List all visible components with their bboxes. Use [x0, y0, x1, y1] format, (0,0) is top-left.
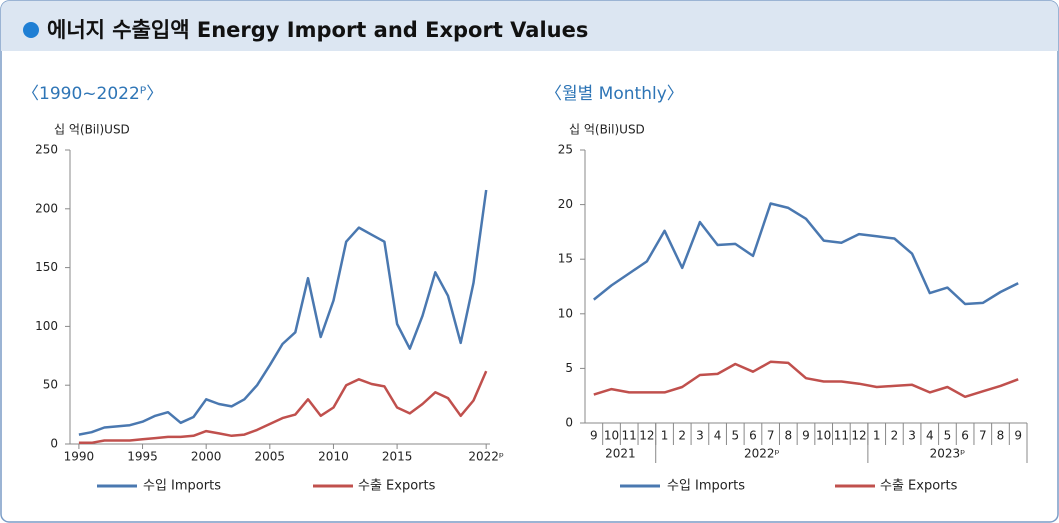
- legend-label: 수출 Exports: [880, 479, 958, 494]
- x-tick-label: 2022ᵖ: [468, 450, 504, 464]
- legend-label: 수출 Exports: [358, 479, 436, 494]
- x-tick-label: 9: [802, 429, 810, 443]
- legend-label: 수입 Imports: [667, 479, 745, 494]
- y-tick-label: 200: [35, 201, 58, 215]
- x-tick-label: 11: [622, 429, 637, 443]
- x-tick-label: 1990: [64, 450, 95, 464]
- x-tick-label: 5: [731, 429, 739, 443]
- x-tick-label: 6: [961, 429, 969, 443]
- x-tick-label: 12: [851, 429, 866, 443]
- y-tick-label: 20: [558, 197, 573, 211]
- x-tick-label: 1995: [127, 450, 158, 464]
- series-line: [78, 370, 488, 445]
- y-axis-label: 십 억(Bil)USD: [54, 123, 130, 137]
- x-tick-label: 11: [834, 429, 849, 443]
- x-tick-label: 4: [926, 429, 934, 443]
- header-band: [1, 1, 1058, 51]
- x-tick-label: 12: [639, 429, 654, 443]
- x-tick-label: 5: [944, 429, 952, 443]
- x-tick-label: 7: [767, 429, 775, 443]
- x-tick-label: 3: [908, 429, 916, 443]
- y-axis-label: 십 억(Bil)USD: [569, 123, 645, 137]
- x-tick-label: 2010: [318, 450, 349, 464]
- x-tick-label: 1: [873, 429, 881, 443]
- x-tick-label: 10: [816, 429, 831, 443]
- y-tick-label: 0: [565, 416, 573, 430]
- y-tick-label: 0: [50, 437, 58, 451]
- x-tick-label: 9: [590, 429, 598, 443]
- chart-subtitle: 〈1990~2022ᴾ〉: [22, 84, 163, 104]
- y-tick-label: 10: [558, 306, 573, 320]
- x-tick-label: 6: [749, 429, 757, 443]
- x-tick-label: 2: [678, 429, 686, 443]
- x-tick-label: 3: [696, 429, 704, 443]
- series-line: [593, 202, 1019, 306]
- chart-subtitle: 〈월별 Monthly〉: [545, 84, 684, 104]
- y-tick-label: 25: [558, 143, 573, 157]
- x-tick-label: 7: [979, 429, 987, 443]
- x-tick-label: 4: [714, 429, 722, 443]
- x-tick-label: 8: [997, 429, 1005, 443]
- x-tick-label: 1: [661, 429, 669, 443]
- x-tick-label: 10: [604, 429, 619, 443]
- x-tick-label: 2: [891, 429, 899, 443]
- bullet: [23, 22, 39, 38]
- x-tick-label: 2005: [255, 450, 286, 464]
- series-line: [78, 189, 488, 436]
- header-title: 에너지 수출입액 Energy Import and Export Values: [47, 18, 588, 42]
- y-tick-label: 15: [558, 252, 573, 266]
- x-tick-label: 2015: [382, 450, 413, 464]
- series-line: [593, 360, 1019, 399]
- legend-label: 수입 Imports: [143, 479, 221, 494]
- x-group-label: 2022ᵖ: [744, 447, 780, 461]
- y-tick-label: 5: [565, 361, 573, 375]
- y-tick-label: 150: [35, 260, 58, 274]
- x-tick-label: 2000: [191, 450, 222, 464]
- y-tick-label: 100: [35, 319, 58, 333]
- y-tick-label: 50: [43, 378, 58, 392]
- y-tick-label: 250: [35, 143, 58, 157]
- x-tick-label: 9: [1014, 429, 1022, 443]
- x-group-label: 2023ᵖ: [930, 447, 966, 461]
- x-group-label: 2021: [605, 447, 636, 461]
- x-tick-label: 8: [784, 429, 792, 443]
